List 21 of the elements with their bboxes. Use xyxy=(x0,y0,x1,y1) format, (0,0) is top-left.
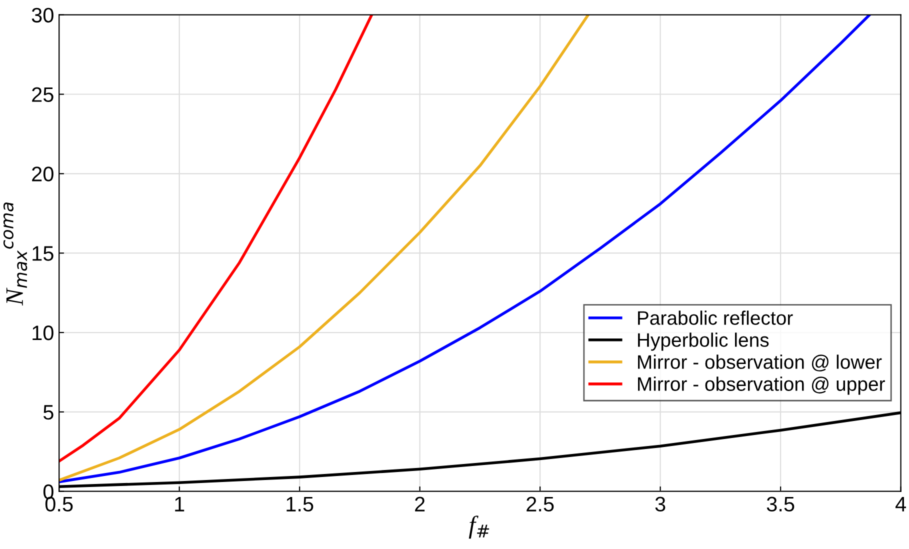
x-axis-title: f$_{#}$ xyxy=(468,516,490,539)
x-tick-label: 1 xyxy=(175,496,184,512)
x-tick-label: 1.5 xyxy=(286,496,314,512)
x-tick-label: 2 xyxy=(415,496,425,512)
y-tick-label: 10 xyxy=(32,326,54,340)
x-tick-label: 3.5 xyxy=(766,496,794,512)
x-tick-label: 3 xyxy=(655,496,666,512)
line-series xyxy=(59,14,590,482)
legend-label: Parabolic reflector xyxy=(638,310,793,325)
y-tick-label: 5 xyxy=(43,405,54,420)
legend-label: Hyperbolic lens xyxy=(638,332,769,351)
line-series xyxy=(59,14,374,463)
y-tick-label: 25 xyxy=(32,87,54,102)
legend-label: Mirror - observation @ lower xyxy=(638,354,882,372)
y-tick-label: 15 xyxy=(32,246,54,261)
x-tick-label: 2.5 xyxy=(526,496,554,512)
x-tick-label: 4 xyxy=(896,496,906,512)
legend-label: Mirror - observation @ upper xyxy=(638,376,885,395)
y-tick-label: 30 xyxy=(32,8,54,23)
y-tick-label: 20 xyxy=(32,166,54,182)
y-axis-title: N$_{max}$$^{coma}$ xyxy=(3,202,28,306)
